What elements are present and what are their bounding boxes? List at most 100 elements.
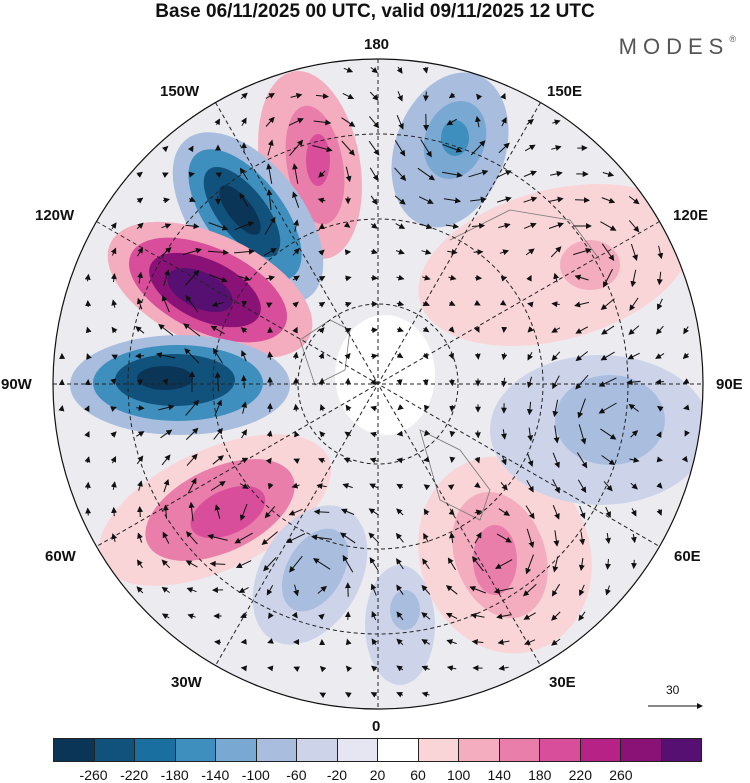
wind-vector-arrow [527, 352, 534, 361]
wind-vector-arrow [448, 92, 456, 99]
colorbar-tick-label: 100 [446, 767, 471, 783]
wind-vector-arrow [630, 508, 637, 517]
wind-vector-arrow [317, 585, 327, 594]
lon-label-90e: 90E [716, 376, 743, 393]
wind-vector-arrow [578, 424, 587, 445]
wind-vector-arrow [396, 300, 405, 307]
wind-vector-arrow [240, 638, 247, 645]
wind-vector-arrow [188, 196, 196, 202]
wind-vector-arrow [497, 196, 512, 203]
wind-vector-arrow [501, 377, 508, 388]
wind-vector-arrow [496, 170, 512, 178]
wind-vector-arrow [266, 584, 274, 596]
wind-vector-arrow [630, 482, 638, 490]
wind-vector-arrow [110, 273, 117, 283]
wind-vector-arrow [85, 326, 92, 334]
map-title: Base 06/11/2025 00 UTC, valid 09/11/2025… [155, 1, 595, 22]
wind-vector-arrow [136, 171, 143, 178]
wind-vector-arrow [162, 197, 170, 204]
wind-vector-arrow [551, 145, 562, 151]
wind-vector-arrow [263, 247, 277, 256]
wind-vector-arrow [500, 429, 507, 440]
wind-vector-arrow [345, 301, 352, 308]
wind-vector-arrow [234, 248, 255, 255]
wind-vector-arrow [370, 353, 378, 360]
wind-vector-arrow [291, 611, 298, 619]
wind-vector-arrow [630, 533, 637, 544]
wind-vector-arrow [340, 508, 355, 515]
wind-vector-arrow [207, 533, 228, 541]
wind-vector-arrow [449, 404, 456, 412]
colorbar-tick-label: -220 [120, 767, 149, 783]
wind-vector-arrow [84, 430, 90, 438]
wind-vector-arrow [345, 404, 352, 412]
wind-vector-arrow [241, 429, 248, 439]
wind-vector-arrow [267, 638, 274, 644]
colorbar-segment [621, 739, 662, 761]
wind-vector-arrow [474, 531, 482, 544]
wind-vector-arrow [318, 613, 325, 620]
wind-vector-arrow [397, 404, 404, 411]
wind-vector-arrow [265, 92, 275, 99]
wind-vector-arrow [265, 275, 276, 282]
wind-vector-arrow [501, 455, 507, 466]
wind-vector-arrow [396, 274, 405, 281]
wind-vector-arrow [163, 478, 170, 493]
wind-vector-arrow [422, 352, 429, 360]
wind-vector-arrow [655, 353, 665, 359]
wind-vector-arrow [266, 402, 273, 413]
colorbar-segment [54, 739, 95, 761]
wind-vector-arrow [137, 480, 143, 491]
wind-vector-arrow [396, 379, 403, 386]
wind-vector-arrow [550, 170, 563, 177]
wind-vector-arrow [137, 271, 144, 284]
wind-vector-arrow [397, 91, 403, 102]
wind-vector-arrow [371, 665, 378, 672]
wind-vector-arrow [476, 93, 483, 101]
wind-vector-arrow [370, 222, 378, 229]
lon-label-90w: 90W [1, 376, 32, 393]
wind-vector-arrow [501, 117, 507, 127]
wind-vector-arrow [370, 195, 378, 206]
wind-vector-arrow [396, 611, 404, 621]
wind-vector-arrow [369, 557, 379, 571]
wind-vector-arrow [371, 610, 377, 621]
wind-vector-arrow [522, 583, 537, 597]
wind-vector-arrow [345, 692, 352, 698]
wind-vector-arrow [83, 405, 90, 413]
wind-vector-arrow [603, 481, 613, 492]
wind-vector-arrow [551, 583, 561, 597]
wind-vector-arrow [630, 430, 639, 438]
wind-vector-arrow [319, 404, 326, 412]
lon-label-120w: 120W [35, 207, 75, 224]
wind-vector-arrow [86, 353, 92, 360]
wind-vector-arrow [628, 403, 639, 412]
wind-vector-arrow [212, 347, 224, 364]
wind-vector-arrow [188, 501, 195, 522]
wind-vector-arrow [155, 352, 176, 359]
wind-vector-arrow [214, 399, 222, 416]
wind-vector-arrow [423, 532, 429, 543]
anomaly-field [53, 59, 703, 709]
wind-vector-arrow [498, 142, 510, 154]
wind-vector-arrow [525, 554, 534, 575]
wind-vector-arrow [447, 557, 457, 571]
colorbar-tick-label: 220 [568, 767, 592, 783]
wind-vector-arrow [292, 351, 299, 360]
wind-vector-arrow [234, 221, 255, 231]
wind-vector-arrow [474, 115, 481, 128]
wind-vector-arrow [525, 248, 535, 256]
lon-label-60e: 60E [674, 548, 701, 565]
lon-label-150e: 150E [547, 83, 583, 100]
wind-vector-arrow [601, 455, 616, 466]
wind-vector-arrow [683, 404, 690, 411]
wind-vector-arrow [110, 456, 117, 464]
wind-vector-arrow [214, 504, 221, 519]
wind-vector-arrow [214, 118, 220, 126]
wind-vector-arrow [111, 326, 118, 334]
wind-vector-arrow [448, 508, 455, 516]
wind-vector-arrow [136, 431, 145, 437]
wind-vector-arrow [265, 302, 273, 309]
wind-vector-arrow [111, 506, 118, 517]
wind-vector-arrow [369, 483, 379, 489]
